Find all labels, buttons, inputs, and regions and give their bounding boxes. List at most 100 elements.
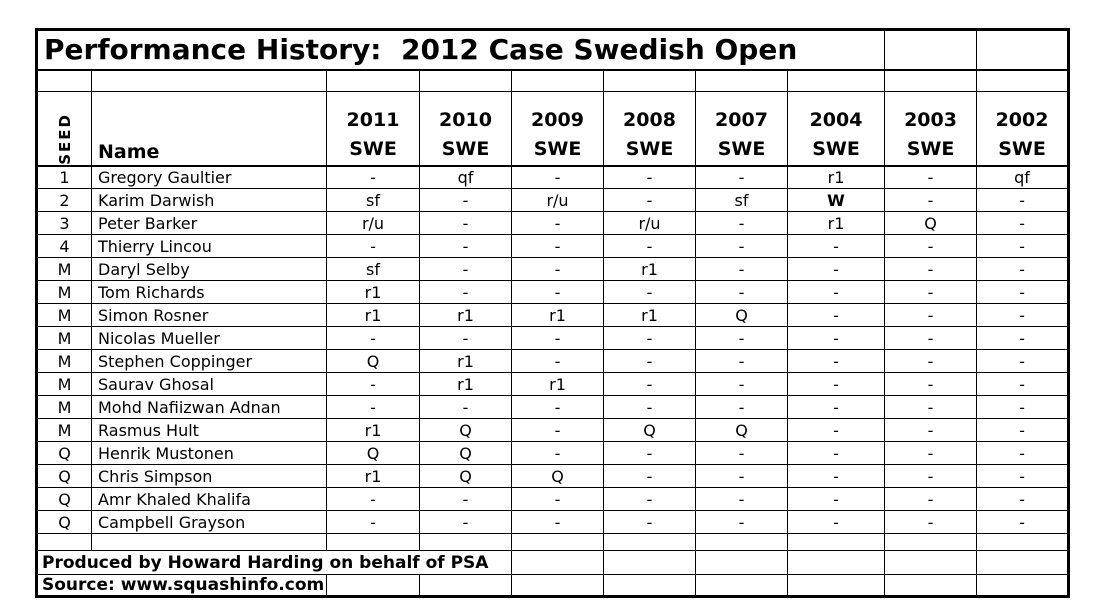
- result-cell: r/u: [603, 211, 696, 235]
- result-cell: -: [511, 510, 604, 534]
- player-name-cell: Amr Khaled Khalifa: [91, 487, 327, 511]
- result-cell: -: [419, 395, 512, 419]
- player-name-cell: Stephen Coppinger: [91, 349, 327, 373]
- result-cell: -: [511, 395, 604, 419]
- empty-cell: [884, 574, 978, 597]
- player-name-cell: Simon Rosner: [91, 303, 327, 327]
- result-cell: -: [326, 487, 420, 511]
- seed-cell: M: [36, 372, 92, 396]
- result-cell: -: [976, 349, 1070, 373]
- result-cell: -: [511, 165, 604, 189]
- empty-cell: [326, 533, 420, 551]
- result-cell: r1: [419, 303, 512, 327]
- result-cell: -: [511, 280, 604, 304]
- result-cell: -: [976, 234, 1070, 258]
- result-cell: r1: [511, 303, 604, 327]
- spreadsheet-sheet: Performance History: 2012 Case Swedish O…: [35, 28, 1071, 598]
- result-cell: r1: [326, 303, 420, 327]
- result-cell: -: [419, 280, 512, 304]
- empty-cell: [511, 69, 604, 92]
- result-cell: -: [511, 349, 604, 373]
- result-cell: qf: [976, 165, 1070, 189]
- result-cell: -: [695, 257, 788, 281]
- result-cell: -: [976, 257, 1070, 281]
- seed-cell: M: [36, 280, 92, 304]
- result-cell: -: [326, 326, 420, 350]
- empty-cell: [884, 29, 978, 71]
- table-row: Q Amr Khaled Khalifa - - - - - - - -: [36, 487, 1070, 511]
- seed-column-header: SEED: [36, 91, 92, 167]
- result-cell: sf: [326, 188, 420, 212]
- empty-cell: [884, 550, 978, 575]
- result-cell: -: [786, 303, 886, 327]
- result-cell: -: [786, 441, 886, 465]
- result-cell: -: [326, 510, 420, 534]
- table-row: M Saurav Ghosal - r1 r1- - - - -: [36, 372, 1070, 396]
- result-cell: -: [976, 395, 1070, 419]
- result-cell: -: [976, 441, 1070, 465]
- empty-cell: [603, 533, 696, 551]
- results-body: 1 Gregory Gaultier - qf - - - r1- qf 2 Karim Darwi…: [36, 165, 1070, 534]
- produced-by-row: Produced by Howard Harding on behalf of …: [36, 550, 1070, 575]
- result-cell: Q: [326, 441, 420, 465]
- result-cell: sf: [326, 257, 420, 281]
- table-row: 2 Karim Darwish sf - r/u - sf W - -: [36, 188, 1070, 212]
- result-cell: -: [884, 234, 978, 258]
- result-cell: -: [603, 487, 696, 511]
- result-cell: Q: [419, 464, 512, 488]
- result-cell: -: [976, 188, 1070, 212]
- empty-cell: [36, 533, 92, 551]
- empty-cell: [786, 533, 886, 551]
- result-cell: -: [603, 372, 696, 396]
- result-cell: -: [695, 326, 788, 350]
- empty-cell: [976, 29, 1070, 71]
- result-cell: -: [419, 211, 512, 235]
- empty-cell: [419, 533, 512, 551]
- result-cell: -: [884, 441, 978, 465]
- result-cell: -: [976, 510, 1070, 534]
- empty-cell: [511, 550, 604, 575]
- result-cell: -: [884, 487, 978, 511]
- seed-cell: 4: [36, 234, 92, 258]
- empty-cell: [603, 550, 696, 575]
- result-cell: Q: [326, 349, 420, 373]
- event-label: SWE: [998, 137, 1046, 160]
- result-cell: Q: [419, 418, 512, 442]
- result-cell: -: [976, 464, 1070, 488]
- result-cell: r1: [786, 165, 886, 189]
- year-column-header: 2009 SWE: [511, 91, 604, 167]
- seed-cell: Q: [36, 510, 92, 534]
- result-cell: -: [603, 234, 696, 258]
- spacer-row: [36, 69, 1070, 92]
- seed-cell: M: [36, 326, 92, 350]
- result-cell: -: [695, 487, 788, 511]
- empty-cell: [786, 574, 886, 597]
- player-name-cell: Campbell Grayson: [91, 510, 327, 534]
- result-cell: -: [511, 257, 604, 281]
- year-label: 2002: [995, 108, 1049, 131]
- result-cell: Q: [511, 464, 604, 488]
- empty-cell: [419, 69, 512, 92]
- year-label: 2004: [809, 108, 863, 131]
- result-cell: Q: [884, 211, 978, 235]
- result-cell: r1: [786, 211, 886, 235]
- table-row: Q Chris Simpson r1 Q Q - - - - -: [36, 464, 1070, 488]
- result-cell: Q: [419, 441, 512, 465]
- empty-cell: [884, 69, 978, 92]
- player-name-cell: Gregory Gaultier: [91, 165, 327, 189]
- result-cell: -: [695, 349, 788, 373]
- result-cell: -: [884, 510, 978, 534]
- result-cell: -: [419, 234, 512, 258]
- empty-cell: [695, 550, 788, 575]
- year-label: 2003: [904, 108, 957, 131]
- empty-cell: [695, 533, 788, 551]
- result-cell: -: [884, 395, 978, 419]
- result-cell: r1: [603, 257, 696, 281]
- player-name-cell: Peter Barker: [91, 211, 327, 235]
- empty-cell: [976, 533, 1070, 551]
- result-cell: -: [976, 418, 1070, 442]
- result-cell: -: [326, 234, 420, 258]
- result-cell: -: [976, 372, 1070, 396]
- player-name-cell: Mohd Nafiizwan Adnan: [91, 395, 327, 419]
